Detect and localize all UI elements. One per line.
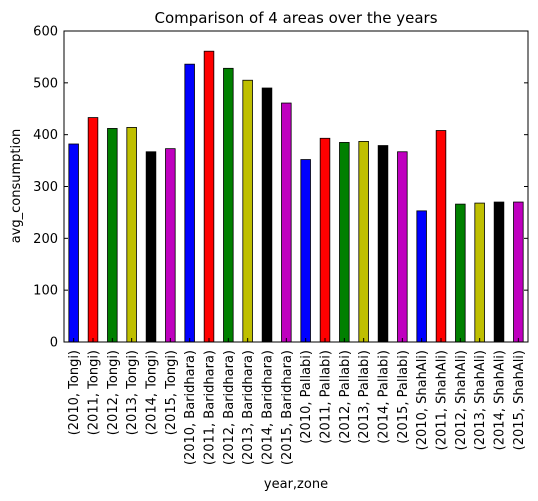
- y-tick-label: 200: [33, 232, 58, 247]
- x-tick-label: (2015, Baridhara): [280, 350, 295, 465]
- chart-title: Comparison of 4 areas over the years: [154, 9, 437, 27]
- bar: [223, 67, 234, 343]
- x-tick-label: (2014, Pallabi): [377, 350, 392, 444]
- x-tick-label: (2012, Baridhara): [222, 350, 237, 465]
- x-tick-label: (2013, ShahAli): [473, 350, 488, 450]
- x-tick-label: (2014, ShahAli): [493, 350, 508, 450]
- bar: [165, 148, 176, 343]
- x-tick-label: (2012, ShahAli): [454, 350, 469, 450]
- x-tick-label: (2014, Baridhara): [261, 350, 276, 465]
- bar: [319, 137, 331, 343]
- bar: [203, 50, 215, 343]
- bar: [184, 63, 195, 343]
- x-tick-label: (2012, Tongi): [106, 350, 121, 435]
- bar: [107, 128, 118, 343]
- bar: [145, 151, 157, 343]
- x-tick-label: (2015, ShahAli): [512, 350, 527, 450]
- x-tick-label: (2010, Baridhara): [183, 350, 198, 465]
- y-axis-label: avg_consumption: [9, 129, 24, 244]
- bar: [377, 145, 389, 343]
- bar: [126, 127, 137, 343]
- bar: [358, 141, 369, 343]
- y-tick-label: 300: [33, 180, 58, 195]
- bar: [261, 87, 273, 343]
- bar: [416, 210, 427, 343]
- x-tick-label: (2012, Pallabi): [338, 350, 353, 444]
- x-tick-label: (2015, Tongi): [164, 350, 179, 435]
- x-tick-label: (2011, Pallabi): [319, 350, 334, 444]
- bar: [474, 202, 485, 343]
- x-axis: (2010, Tongi) (2011, Tongi) (2012, Tongi) (…: [67, 338, 527, 465]
- bar: [242, 79, 253, 343]
- x-tick-label: (2010, Pallabi): [299, 350, 314, 444]
- x-tick-label: (2011, Baridhara): [203, 350, 218, 465]
- bar: [339, 142, 350, 343]
- bar: [397, 151, 408, 343]
- bars-group: [68, 50, 524, 343]
- y-tick-label: 100: [33, 284, 58, 299]
- x-tick-label: (2010, Tongi): [67, 350, 82, 435]
- bar: [435, 130, 447, 343]
- y-tick-label: 500: [33, 76, 58, 91]
- x-tick-label: (2014, Tongi): [145, 350, 160, 435]
- x-tick-label: (2011, Tongi): [87, 350, 102, 435]
- bar: [513, 201, 524, 343]
- bar: [281, 102, 292, 343]
- y-tick-label: 600: [33, 25, 58, 40]
- bar: [455, 203, 466, 343]
- x-tick-label: (2013, Pallabi): [357, 350, 372, 444]
- x-tick-label: (2010, ShahAli): [415, 350, 430, 450]
- y-tick-label: 400: [33, 128, 58, 143]
- bar: [87, 117, 99, 343]
- bar: [68, 143, 79, 343]
- bar: [493, 201, 505, 343]
- x-tick-label: (2013, Baridhara): [241, 350, 256, 465]
- y-tick-label: 0: [50, 336, 58, 351]
- x-tick-label: (2011, ShahAli): [435, 350, 450, 450]
- y-axis: 0 100 200 300 400 500 600: [33, 25, 528, 351]
- x-axis-label: year,zone: [264, 477, 328, 492]
- x-tick-label: (2013, Tongi): [125, 350, 140, 435]
- x-tick-label: (2015, Pallabi): [396, 350, 411, 444]
- bar: [300, 159, 311, 343]
